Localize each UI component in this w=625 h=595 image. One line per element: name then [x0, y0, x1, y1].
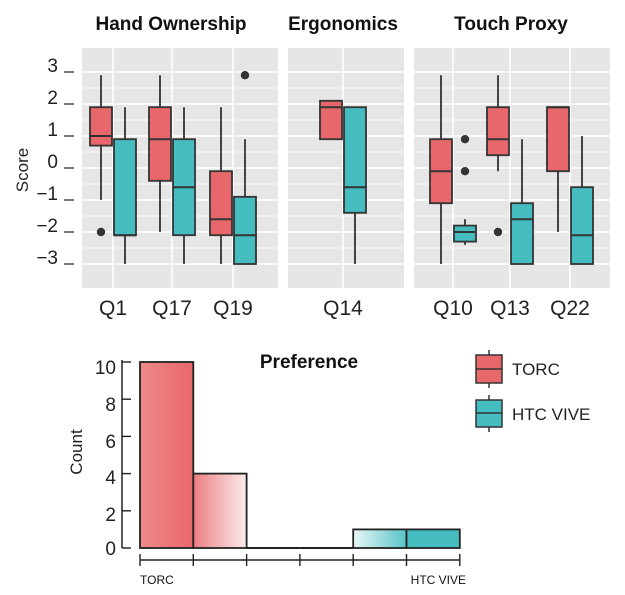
- box-torc-q13-box: [486, 106, 510, 157]
- count-tick-label: 10: [95, 358, 116, 379]
- bar-1: [192, 472, 248, 549]
- x-tick-label-q17: Q17: [152, 297, 192, 320]
- bar-chart-title: Preference: [260, 352, 358, 373]
- legend-item-htc-vive: HTC VIVE: [475, 395, 590, 432]
- box-torc-q17-box: [148, 106, 172, 182]
- box-htc-vive-q1-box: [113, 138, 137, 237]
- outlier-point-q13: [493, 227, 503, 237]
- x-tick-label-q10: Q10: [433, 297, 473, 320]
- x-tick-label-q14: Q14: [323, 297, 363, 320]
- count-tick-labels: 10 8 6 4 2 0: [95, 358, 117, 560]
- count-tick-label: 8: [105, 395, 116, 416]
- box-htc-vive-q22-box: [570, 186, 594, 265]
- panel-title-hand-ownership: Hand Ownership: [96, 14, 247, 35]
- y-axis-title-score: Score: [13, 148, 32, 192]
- x-tick-label-q13: Q13: [490, 297, 530, 320]
- x-tick-labels: Q1 Q17 Q19 Q14 Q10 Q13 Q22: [99, 297, 590, 320]
- box-torc-q22-box: [546, 106, 570, 173]
- bar-5: [405, 528, 461, 549]
- legend-label-htc-vive: HTC VIVE: [512, 405, 590, 424]
- y-tick-label: 2: [47, 88, 58, 109]
- y-tick-label: 0: [47, 152, 58, 173]
- y-tick-label: 3: [47, 56, 58, 77]
- count-tick-label: 6: [105, 432, 116, 453]
- bar-y-axis-title-count: Count: [67, 429, 86, 475]
- count-tick-label: 0: [105, 539, 116, 560]
- box-torc-q19-box: [209, 170, 233, 237]
- box-htc-vive-q13-box: [510, 202, 534, 265]
- x-tick-label-q19: Q19: [213, 297, 253, 320]
- legend: TORC HTC VIVE: [475, 350, 590, 432]
- box-torc-q14-box: [319, 99, 343, 141]
- y-tick-label: −2: [36, 216, 58, 237]
- x-end-label-torc: TORC: [140, 573, 174, 587]
- preference-bar-chart: Preference Count 10 8 6 4 2 0 TORC HTC V…: [67, 352, 466, 587]
- boxes: [89, 71, 594, 265]
- count-tick-label: 4: [105, 468, 116, 489]
- y-tick-marks: [64, 71, 74, 265]
- x-tick-label-q1: Q1: [99, 297, 127, 320]
- count-tick-label: 2: [105, 505, 116, 526]
- x-end-label-htc-vive: HTC VIVE: [411, 573, 466, 587]
- panel-title-ergonomics: Ergonomics: [288, 14, 398, 35]
- box-htc-vive-q19-box: [233, 195, 257, 265]
- legend-item-torc: TORC: [475, 350, 560, 388]
- box-htc-vive-q10-box: [453, 224, 477, 243]
- panel-title-touch-proxy: Touch Proxy: [454, 14, 568, 35]
- bars: [139, 361, 461, 549]
- outlier-point-q1: [96, 227, 106, 237]
- legend-label-torc: TORC: [512, 360, 560, 379]
- box-htc-vive-q19-outlier: [240, 71, 250, 80]
- x-tick-label-q22: Q22: [550, 297, 590, 320]
- box-htc-vive-q14-box: [343, 106, 367, 214]
- boxplot-chart: Hand Ownership Ergonomics Touch Proxy 3 …: [13, 14, 610, 320]
- y-tick-label: −1: [36, 184, 58, 205]
- bar-axis-ticks: [122, 361, 461, 566]
- box-torc-q1-box: [89, 106, 113, 147]
- bar-4: [352, 528, 408, 549]
- y-tick-label: −3: [36, 248, 58, 269]
- bar-0: [139, 361, 195, 549]
- outlier-point-q10: [460, 135, 470, 144]
- y-tick-labels: 3 2 1 0 −1 −2 −3: [36, 56, 58, 269]
- y-tick-label: 1: [47, 120, 58, 141]
- outlier-point-q10: [460, 167, 470, 176]
